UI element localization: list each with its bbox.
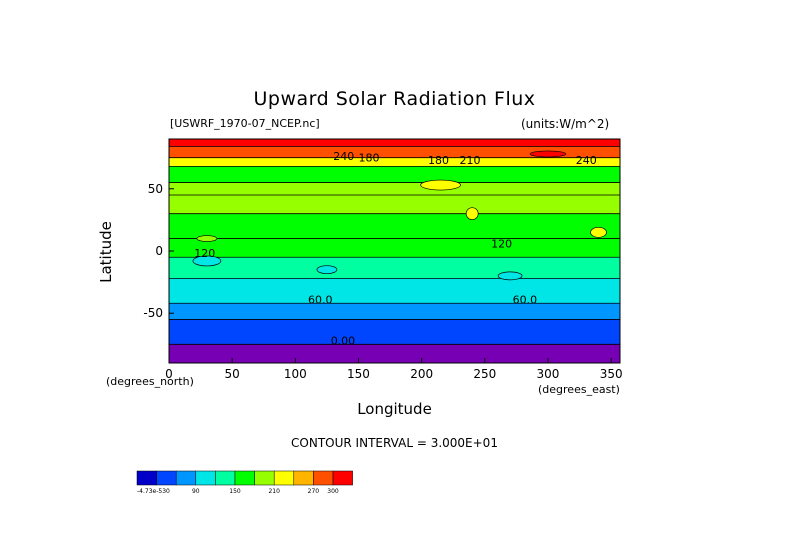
colorbar-swatch — [215, 470, 236, 486]
y-tick-label: 0 — [155, 244, 163, 258]
contour-blob — [192, 255, 222, 267]
y-tick-label: -50 — [143, 306, 163, 320]
x-tick-label: 50 — [225, 367, 240, 381]
y-unit-note: (degrees_north) — [106, 375, 194, 388]
colorbar-label: 300 — [327, 488, 339, 495]
colorbar-label: -4.73e-530 — [137, 488, 170, 495]
x-tick-label: 200 — [410, 367, 433, 381]
contour-blob — [316, 265, 338, 275]
contour-label: 60.0 — [513, 293, 538, 306]
contour-blob — [420, 179, 461, 191]
lat-band — [169, 195, 620, 214]
colorbar-swatch — [195, 470, 216, 486]
colorbar: -4.73e-530 90 150 210 270 300 — [136, 470, 353, 495]
x-tick-label: 100 — [284, 367, 307, 381]
x-axis-label: Longitude — [357, 400, 432, 418]
contour-label: 0.00 — [331, 334, 356, 347]
x-tick-label: 300 — [537, 367, 560, 381]
x-tick-label: 150 — [347, 367, 370, 381]
y-tick-label: 50 — [148, 182, 163, 196]
x-tick-label: 250 — [473, 367, 496, 381]
contour-blob — [497, 271, 523, 281]
lat-band — [169, 157, 620, 167]
lat-band — [169, 344, 620, 363]
contour-blob — [529, 150, 567, 158]
contour-blob — [590, 226, 607, 238]
colorbar-swatch — [293, 470, 314, 486]
colorbar-label: 210 — [268, 488, 280, 495]
lat-band — [169, 238, 620, 258]
colorbar-swatch — [313, 470, 334, 486]
contour-labels: 60.0 60.0 0.00 120 120 240 180 180 210 240 — [194, 150, 597, 347]
colorbar-swatch — [234, 470, 255, 486]
lat-band — [169, 139, 620, 147]
lat-band — [169, 278, 620, 304]
x-tick-label: 0 — [165, 367, 173, 381]
lat-band — [169, 303, 620, 320]
file-label: [USWRF_1970-07_NCEP.nc] — [170, 117, 320, 130]
y-axis-label: Latitude — [97, 221, 115, 283]
lat-band — [169, 182, 620, 195]
colorbar-swatch — [332, 470, 353, 486]
x-tick-label: 350 — [600, 367, 623, 381]
contour-blob — [465, 207, 479, 221]
lat-band — [169, 213, 620, 239]
colorbar-swatch — [136, 470, 157, 486]
x-unit-note: (degrees_east) — [538, 383, 620, 396]
lat-band — [169, 146, 620, 158]
colorbar-swatch — [254, 470, 275, 486]
contour-interval-note: CONTOUR INTERVAL = 3.000E+01 — [291, 436, 498, 450]
colorbar-swatch — [273, 470, 295, 486]
lat-band — [169, 257, 620, 279]
units-label: (units:W/m^2) — [521, 117, 610, 131]
plot-area — [169, 139, 620, 364]
contour-label: 60.0 — [308, 293, 333, 306]
y-axis-ticks: -50 0 50 — [143, 182, 174, 320]
contour-label: 240 — [576, 154, 597, 167]
contour-label: 120 — [194, 247, 215, 260]
contour-blob — [196, 235, 218, 242]
colorbar-label: 270 — [308, 488, 320, 495]
lat-band — [169, 166, 620, 183]
colorbar-label: 90 — [192, 488, 200, 495]
colorbar-label: 150 — [229, 488, 241, 495]
chart-title: Upward Solar Radiation Flux — [253, 88, 536, 110]
x-axis-ticks: 0 50 100 150 200 250 300 350 — [165, 358, 623, 381]
colorbar-swatch — [175, 470, 197, 486]
contour-label: 180 — [358, 151, 379, 164]
contour-label: 120 — [491, 237, 512, 250]
contour-label: 180 — [428, 154, 449, 167]
lat-band — [169, 319, 620, 345]
contour-label: 210 — [460, 154, 481, 167]
contour-label: 240 — [333, 150, 354, 163]
colorbar-swatch — [156, 470, 177, 486]
